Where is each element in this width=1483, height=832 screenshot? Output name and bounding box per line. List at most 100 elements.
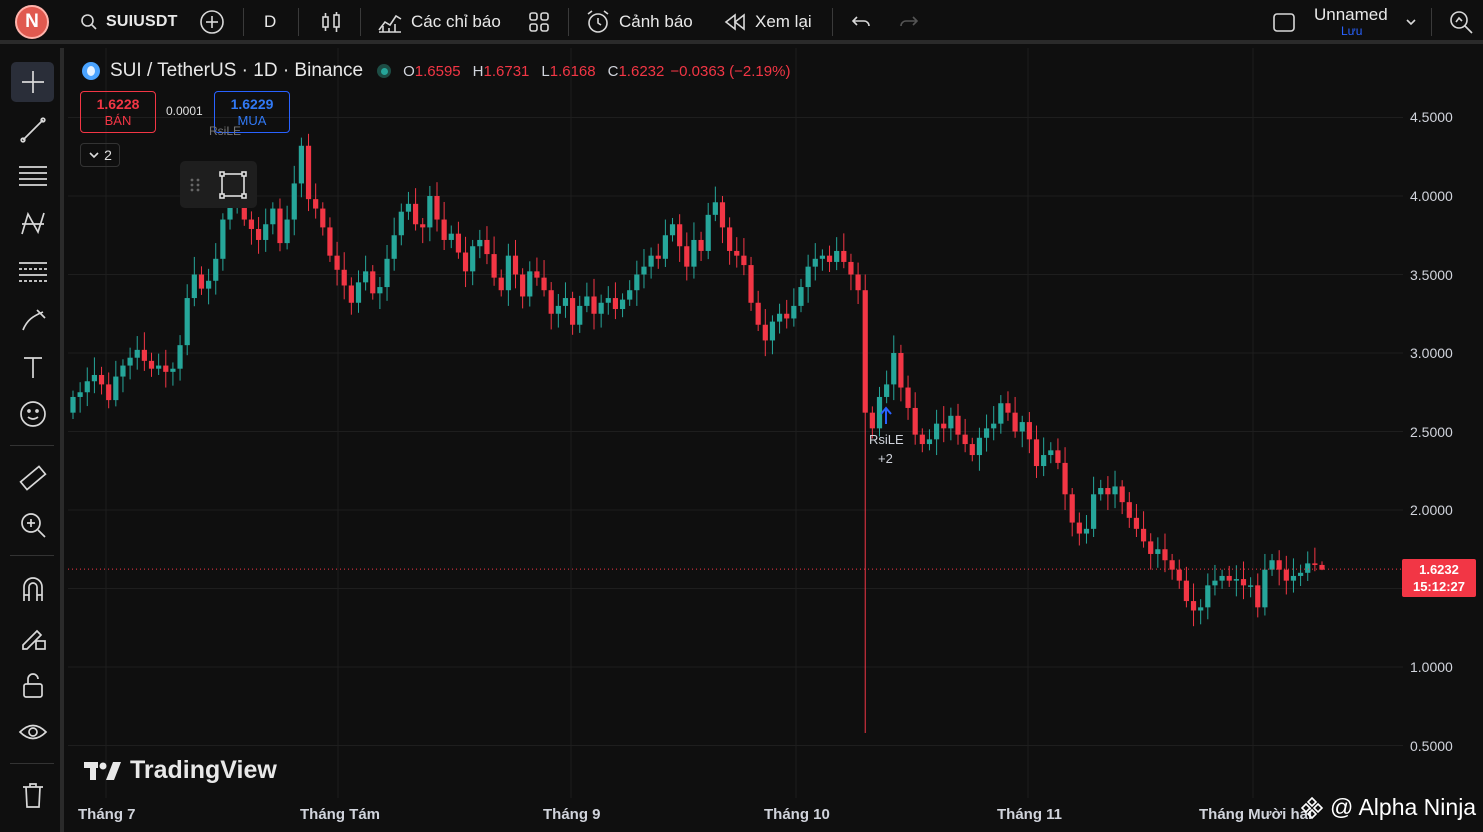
candle[interactable] [1262,553,1268,616]
candle[interactable] [584,282,590,313]
candle[interactable] [1176,559,1182,589]
candle[interactable] [1198,599,1204,625]
candle[interactable] [1126,492,1132,528]
candle[interactable] [826,245,833,272]
candle[interactable] [363,255,369,291]
candle[interactable] [184,284,190,356]
crosshair-tool[interactable] [11,62,54,102]
trendline-tool[interactable] [11,110,54,150]
candle[interactable] [498,269,504,297]
candle[interactable] [198,266,205,295]
indicators-collapse-button[interactable]: 2 [80,143,120,167]
candle[interactable] [841,233,847,269]
candle[interactable] [876,386,883,437]
candle[interactable] [1012,396,1018,438]
candle[interactable] [391,217,397,271]
candle[interactable] [270,202,276,235]
candle[interactable] [1269,553,1275,576]
candle[interactable] [655,243,661,269]
candle[interactable] [127,347,133,380]
candle[interactable] [156,353,162,375]
market-status-icon[interactable] [377,64,392,78]
candle[interactable] [298,137,304,198]
candle[interactable] [905,375,911,420]
candle[interactable] [1240,561,1247,600]
candle[interactable] [648,247,654,279]
candle[interactable] [1069,488,1075,537]
candle[interactable] [919,428,925,453]
candle[interactable] [1248,577,1254,598]
candle[interactable] [277,198,283,252]
candle[interactable] [98,366,105,395]
chart-pane[interactable] [68,48,1483,832]
candle[interactable] [1140,511,1147,548]
candle[interactable] [698,231,704,261]
candle[interactable] [734,237,740,268]
candle[interactable] [762,309,768,357]
candle[interactable] [570,291,576,335]
candle[interactable] [834,237,840,271]
measure-tool[interactable] [11,458,54,498]
candle[interactable] [741,238,747,276]
candle[interactable] [755,290,761,332]
candle[interactable] [462,236,469,288]
candle[interactable] [983,414,990,452]
candle[interactable] [405,191,412,220]
candle[interactable] [691,222,697,279]
drag-handle-icon[interactable] [188,175,202,195]
candle[interactable] [1290,558,1297,593]
candle[interactable] [305,133,312,212]
layout-menu-button[interactable] [1404,6,1418,38]
candle[interactable] [284,205,290,250]
candle[interactable] [1033,425,1040,478]
candle[interactable] [263,208,269,252]
candle[interactable] [948,407,954,441]
candle[interactable] [491,236,497,286]
candle[interactable] [684,232,690,281]
candle[interactable] [991,406,997,441]
candle[interactable] [848,253,854,291]
replay-button[interactable]: Xem lại [723,6,812,38]
horizontal-lines-tool[interactable] [11,156,54,196]
candle[interactable] [912,392,918,445]
chart-type-button[interactable] [319,6,343,38]
candle[interactable] [420,217,426,244]
candle[interactable] [541,260,547,297]
candle[interactable] [1162,533,1168,573]
brush-tool[interactable] [11,300,54,340]
rectangle-select-icon[interactable] [218,170,248,200]
symbol-search-button[interactable]: SUIUSDT [80,6,178,38]
candle[interactable] [213,243,219,295]
sell-button[interactable]: 1.6228 BÁN [80,91,156,133]
candle[interactable] [106,372,112,409]
candle[interactable] [627,280,633,306]
candle[interactable] [1119,480,1125,515]
zoom-in-tool[interactable] [11,505,54,545]
candle[interactable] [206,268,212,305]
hide-drawings-tool[interactable] [11,712,54,752]
candle[interactable] [113,360,119,407]
text-tool[interactable] [11,347,54,387]
candle[interactable] [1105,476,1111,510]
candle[interactable] [933,409,940,456]
delete-tool[interactable] [11,775,54,815]
candle[interactable] [534,257,540,286]
candle[interactable] [1205,573,1211,620]
templates-button[interactable] [527,6,551,38]
candle[interactable] [1148,533,1154,570]
candle[interactable] [1255,573,1261,618]
candle[interactable] [91,357,98,394]
candle[interactable] [1183,566,1189,608]
candle[interactable] [320,202,326,236]
candle[interactable] [348,277,354,315]
compare-symbol-button[interactable] [199,6,225,38]
candle[interactable] [976,427,983,471]
candle[interactable] [1083,515,1090,544]
redo-button[interactable] [898,6,920,38]
undo-button[interactable] [850,6,872,38]
candle[interactable] [612,282,619,320]
candle[interactable] [891,335,897,401]
candle[interactable] [441,201,447,251]
candle[interactable] [1276,550,1282,586]
candle[interactable] [605,286,611,315]
